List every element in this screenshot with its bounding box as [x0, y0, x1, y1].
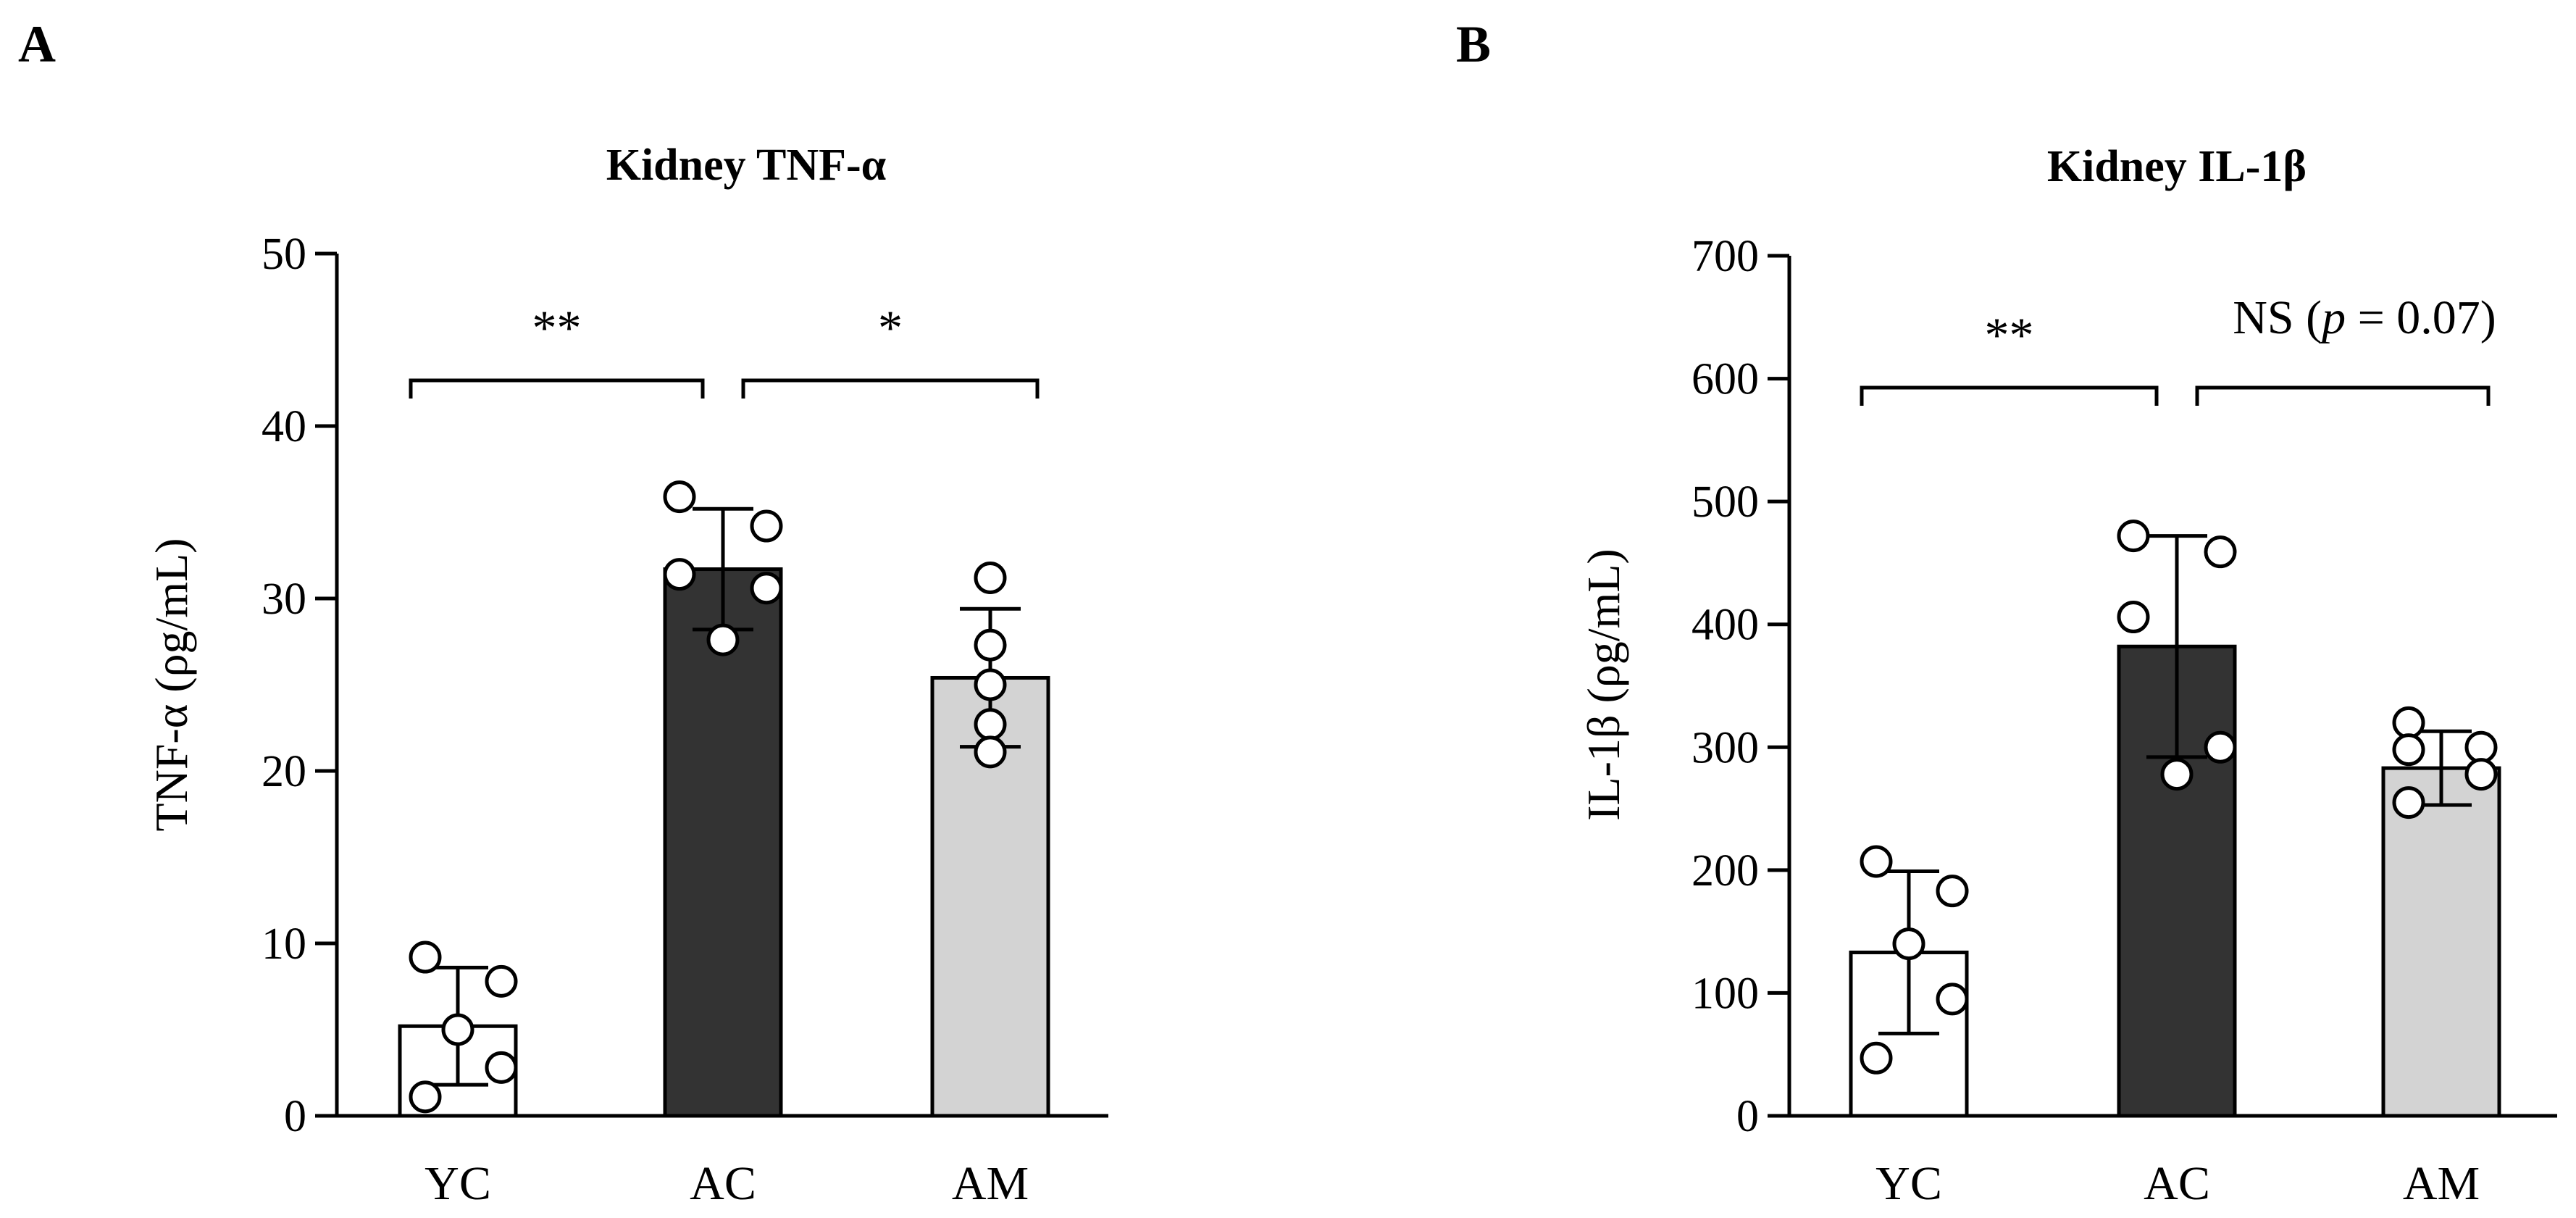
- y-tick-label: 0: [1736, 1092, 1759, 1141]
- significance-label: **: [1985, 307, 2034, 362]
- significance-label: *: [878, 300, 903, 355]
- y-axis-label: IL-1β (ρg/mL): [1578, 548, 1629, 821]
- chart-title: Kidney IL-1β: [2047, 142, 2307, 191]
- category-label-am: AM: [2403, 1157, 2480, 1210]
- category-label-ac: AC: [2144, 1157, 2210, 1210]
- y-tick-label: 100: [1691, 969, 1759, 1018]
- y-tick-label: 50: [262, 230, 306, 279]
- y-tick-label: 400: [1691, 601, 1759, 650]
- data-point: [1936, 983, 1969, 1016]
- data-point: [409, 940, 442, 974]
- data-point: [974, 735, 1007, 769]
- panel-letter: A: [18, 15, 56, 73]
- data-point: [441, 1013, 474, 1046]
- data-point: [706, 623, 740, 656]
- y-tick-label: 700: [1691, 232, 1759, 281]
- data-point: [2392, 786, 2425, 819]
- data-point: [974, 628, 1007, 662]
- category-label-yc: YC: [1875, 1157, 1942, 1210]
- data-point: [2160, 758, 2194, 791]
- significance-bracket: [1860, 385, 2159, 406]
- y-axis-label: TNF-α (ρg/mL): [146, 538, 197, 832]
- data-point: [750, 509, 783, 543]
- data-point: [485, 964, 518, 998]
- y-tick-label: 40: [262, 402, 306, 451]
- y-tick-label: 200: [1691, 846, 1759, 896]
- data-point: [974, 668, 1007, 701]
- data-point: [2117, 520, 2150, 553]
- data-point: [2392, 733, 2425, 767]
- category-label-am: AM: [952, 1157, 1029, 1210]
- data-point: [2117, 601, 2150, 634]
- data-point: [2464, 730, 2498, 764]
- data-point: [1892, 927, 1925, 961]
- bar-am: [2381, 766, 2501, 1118]
- data-point: [485, 1051, 518, 1084]
- y-tick-label: 300: [1691, 723, 1759, 772]
- data-point: [663, 480, 696, 514]
- data-point: [2204, 535, 2237, 569]
- data-point: [1860, 845, 1893, 878]
- y-tick-label: 600: [1691, 355, 1759, 404]
- data-point: [974, 708, 1007, 741]
- bar-ac: [663, 567, 783, 1118]
- chart-title: Kidney TNF-α: [606, 141, 887, 190]
- panel-a: A Kidney TNF-α TNF-α (ρg/mL) 0 10 20 30 40 50 YC A…: [18, 15, 1108, 1210]
- data-point: [1860, 1041, 1893, 1075]
- significance-bracket: [2195, 385, 2491, 406]
- panel-b: B Kidney IL-1β IL-1β (ρg/mL) 0 100 200 300 400 5…: [1456, 15, 2557, 1210]
- panel-letter: B: [1456, 15, 1491, 73]
- data-point: [2464, 758, 2498, 791]
- category-label-yc: YC: [425, 1157, 491, 1210]
- y-tick-label: 20: [262, 747, 306, 796]
- data-point: [750, 572, 783, 605]
- category-label-ac: AC: [690, 1157, 756, 1210]
- significance-bracket: [741, 378, 1040, 399]
- data-point: [974, 561, 1007, 594]
- data-point: [2204, 730, 2237, 764]
- y-tick-label: 0: [284, 1092, 306, 1141]
- data-point: [1936, 875, 1969, 908]
- data-point: [409, 1080, 442, 1114]
- y-tick-label: 500: [1691, 477, 1759, 527]
- significance-bracket: [409, 378, 705, 399]
- data-point: [663, 558, 696, 591]
- significance-label: **: [532, 300, 582, 355]
- y-tick-label: 10: [262, 919, 306, 969]
- data-point: [2392, 706, 2425, 739]
- significance-label: NS (p = 0.07): [2233, 291, 2496, 344]
- y-tick-label: 30: [262, 575, 306, 624]
